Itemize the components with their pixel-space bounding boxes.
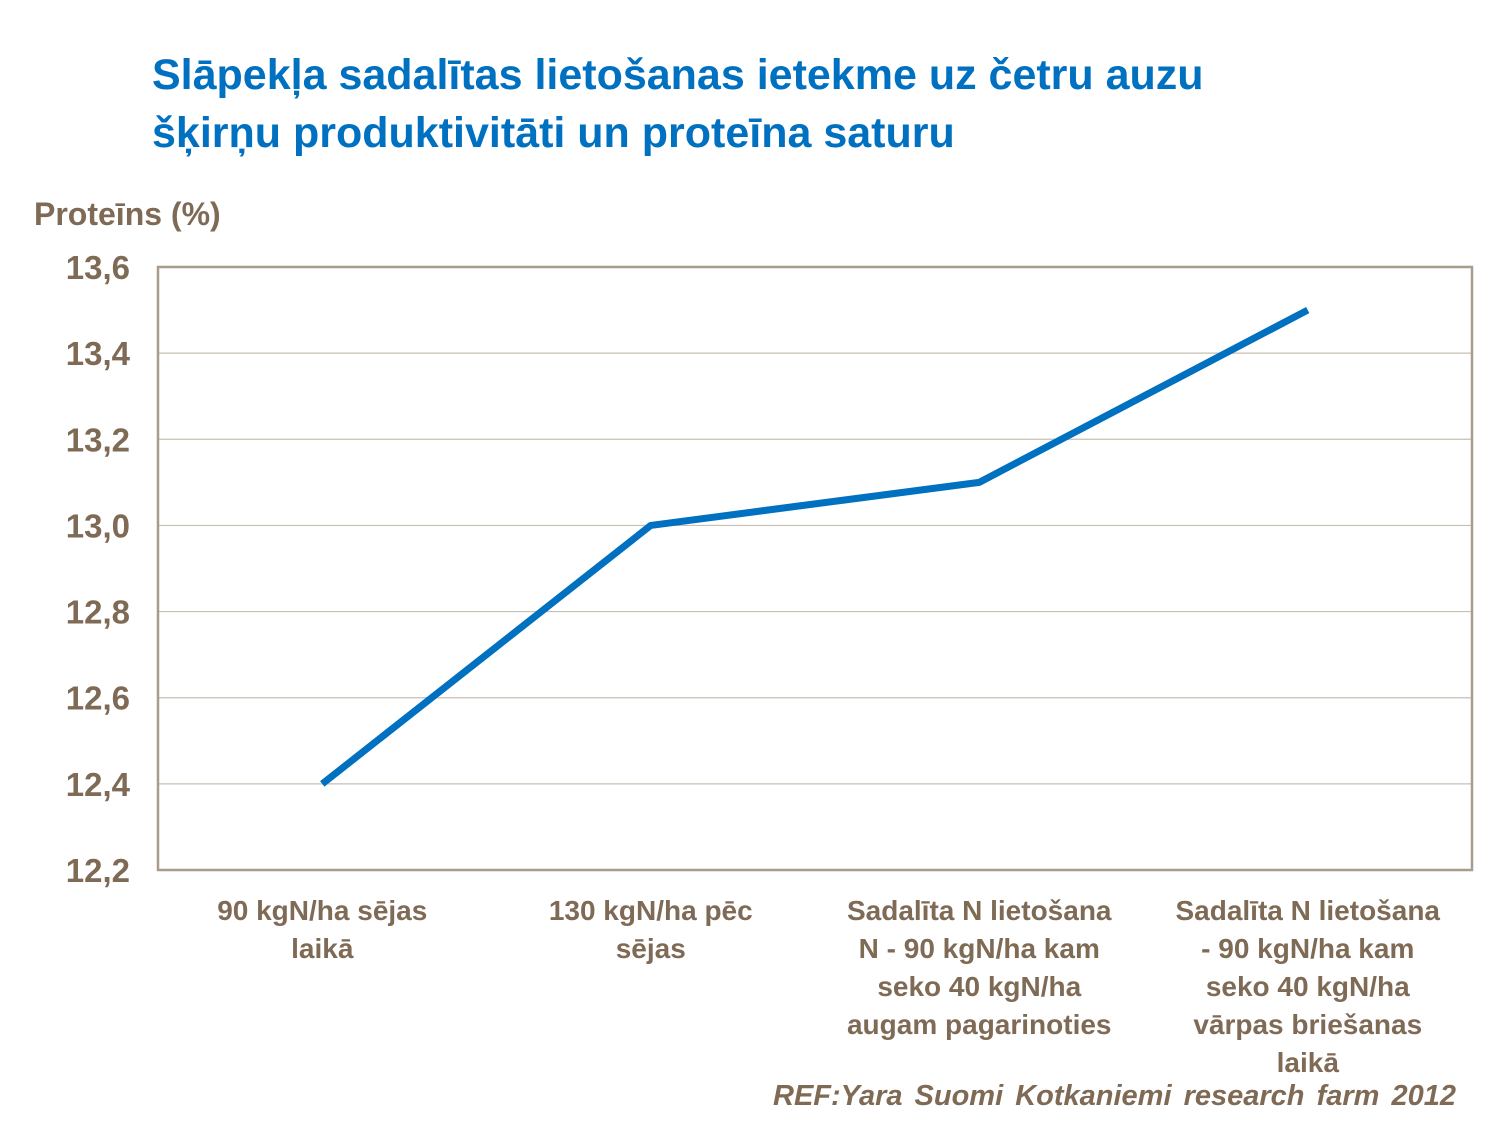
y-tick-label: 12,6 xyxy=(66,680,130,717)
x-tick-label: 90 kgN/ha sējas laikā xyxy=(217,895,428,964)
y-tick-label: 13,0 xyxy=(66,507,130,544)
x-tick-label: Sadalīta N lietošana N - 90 kgN/ha kam s… xyxy=(846,895,1112,1040)
chart-title: Slāpekļa sadalītas lietošanas ietekme uz… xyxy=(152,51,1204,157)
x-tick-label: Sadalīta N lietošana - 90 kgN/ha kam sek… xyxy=(1175,895,1441,1078)
data-series-line xyxy=(320,306,1310,787)
y-tick-label: 13,6 xyxy=(66,249,130,286)
y-tick-label: 12,2 xyxy=(66,852,130,889)
y-tick-label: 13,2 xyxy=(66,421,130,458)
source-note: REF:Yara Suomi Kotkaniemi research farm … xyxy=(773,1080,1456,1112)
y-tick-label: 13,4 xyxy=(66,335,131,372)
y-tick-label: 12,4 xyxy=(66,766,131,803)
plot-area-border xyxy=(156,265,1474,872)
x-tick-label: 130 kgN/ha pēc sējas xyxy=(548,895,753,964)
y-tick-label: 12,8 xyxy=(66,594,130,631)
y-axis-label: Proteīns (%) xyxy=(34,196,221,232)
